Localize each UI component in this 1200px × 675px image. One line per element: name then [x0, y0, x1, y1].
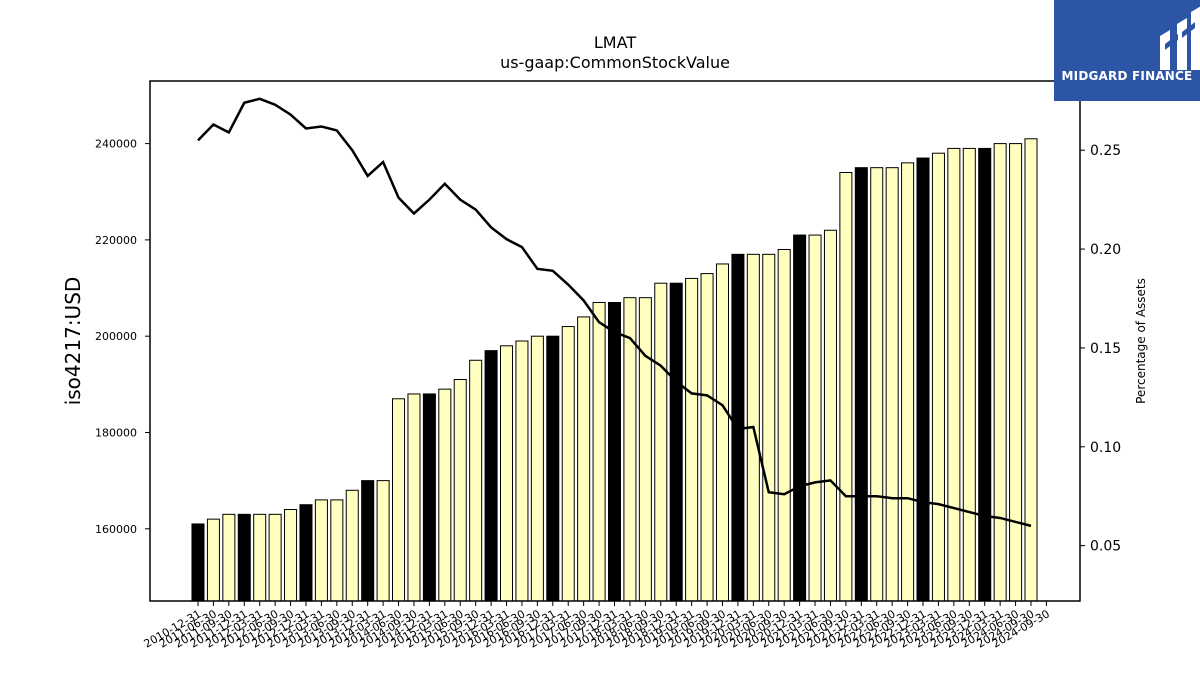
bar [870, 167, 884, 602]
bar [638, 297, 652, 602]
left-axis-ticks: 160000 180000 200000 220000 240000 [95, 138, 150, 536]
bar [314, 499, 328, 602]
bar [962, 147, 976, 602]
bar [854, 167, 868, 602]
bar [762, 253, 776, 602]
bar [577, 316, 591, 602]
brand-logo: MIDGARD FINANCE [1054, 0, 1200, 101]
bar [206, 518, 220, 602]
percentage-line [197, 97, 1032, 528]
bar [777, 249, 791, 602]
y2-tick-label: 0.05 [1090, 539, 1121, 555]
bar [299, 504, 313, 602]
right-axis-ticks: 0.05 0.10 0.15 0.20 0.25 [1080, 143, 1121, 555]
bar [607, 301, 622, 602]
bar [268, 513, 282, 602]
bar [1024, 138, 1038, 602]
bar [1009, 143, 1023, 602]
y2-axis-label: Percentage of Assets [1134, 278, 1148, 404]
bar [407, 393, 421, 602]
line-layer [197, 97, 1032, 528]
bar [839, 171, 853, 602]
bar [546, 335, 560, 602]
y2-tick-label: 0.15 [1090, 341, 1121, 357]
bar [392, 398, 406, 602]
bar [947, 147, 961, 602]
bar [361, 480, 375, 602]
bar [422, 393, 436, 602]
bar [500, 345, 514, 602]
chart-title: LMAT [594, 33, 636, 52]
bar [654, 282, 668, 602]
y-tick-label: 240000 [95, 138, 137, 151]
bar [530, 335, 544, 602]
y-tick-label: 200000 [95, 330, 137, 343]
brand-logo-icon [1160, 6, 1200, 70]
bar [438, 388, 452, 602]
bar [222, 513, 236, 602]
bar [515, 340, 529, 602]
bar [484, 350, 498, 602]
bar [700, 273, 714, 602]
y2-tick-label: 0.20 [1090, 242, 1121, 258]
bar [885, 167, 899, 602]
bar [330, 499, 344, 602]
bar [253, 513, 267, 602]
bar [453, 379, 467, 602]
y-tick-label: 160000 [95, 523, 137, 536]
chart-subtitle: us-gaap:CommonStockValue [500, 53, 730, 72]
bar [561, 326, 575, 602]
bar [931, 152, 945, 602]
bar [376, 480, 390, 602]
y-tick-label: 180000 [95, 426, 137, 439]
bar [978, 147, 992, 602]
y-tick-label: 220000 [95, 234, 137, 247]
bar [237, 513, 251, 602]
bar [345, 489, 359, 602]
bar [823, 229, 837, 602]
bars-layer [191, 138, 1038, 602]
bar [191, 523, 205, 602]
bar [993, 143, 1007, 602]
bar [469, 359, 483, 602]
y2-tick-label: 0.10 [1090, 440, 1121, 456]
bar [284, 509, 298, 602]
x-axis-ticks: 2010-12-312011-06-302011-09-302011-12-31… [142, 601, 1052, 651]
bar [669, 282, 683, 602]
brand-name: MIDGARD FINANCE [1061, 69, 1193, 83]
bar [916, 157, 930, 602]
bar [793, 234, 807, 602]
y-axis-label: iso4217:USD [61, 277, 85, 406]
bar [715, 263, 729, 602]
bar [685, 277, 699, 602]
y2-tick-label: 0.25 [1090, 143, 1121, 159]
bar [592, 301, 606, 602]
bar [901, 162, 915, 602]
bar [808, 234, 822, 602]
